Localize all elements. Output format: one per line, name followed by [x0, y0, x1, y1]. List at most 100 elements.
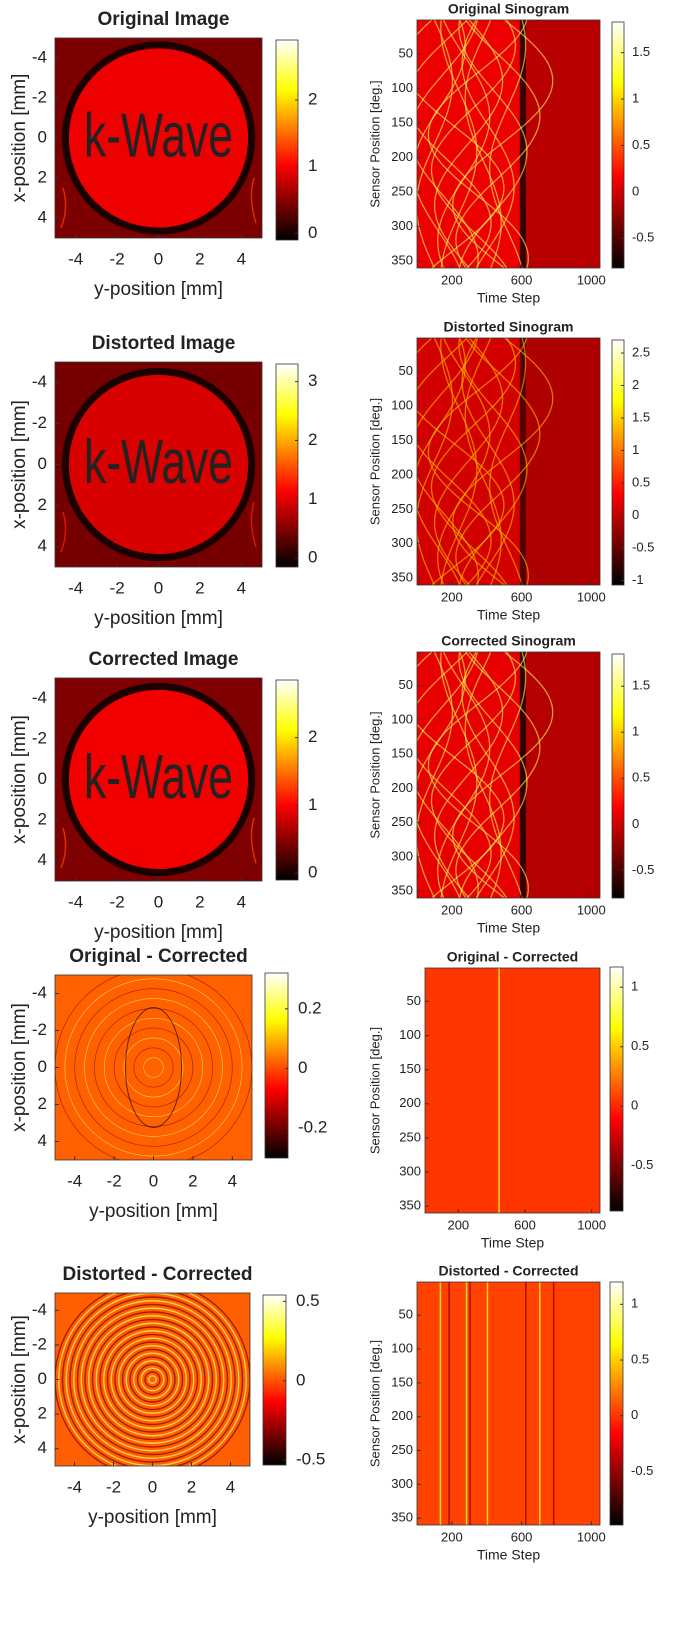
x-tick-label: 1000 — [577, 1217, 606, 1232]
ring-artifact — [80, 1307, 225, 1452]
colorbar-tick-label: 2 — [308, 727, 317, 746]
sinogram-trace — [430, 20, 517, 268]
panel-title: Distorted - Corrected — [438, 1263, 578, 1279]
colorbar — [262, 1294, 287, 1466]
ring-artifact — [140, 1367, 165, 1392]
x-tick-label: -2 — [106, 1477, 121, 1496]
image — [417, 1282, 600, 1525]
x-tick-label: -2 — [107, 1171, 122, 1190]
ring-artifact — [103, 1330, 202, 1429]
image — [417, 20, 600, 268]
object-disc — [61, 367, 256, 562]
sinogram-trace — [488, 652, 527, 898]
x-axis-label: y-position [mm] — [88, 1507, 217, 1528]
y-tick-label: -2 — [32, 728, 47, 747]
x-tick-label: 4 — [226, 1477, 235, 1496]
y-axis-label: x-position [mm] — [9, 715, 30, 844]
y-tick-label: 250 — [391, 814, 413, 829]
ring-artifact — [61, 1293, 244, 1466]
object-disc — [61, 682, 256, 877]
sinogram-trace — [430, 338, 517, 585]
y-tick-label: 250 — [391, 183, 413, 198]
sinogram-trace — [417, 652, 466, 898]
y-tick-label: 200 — [391, 780, 413, 795]
image — [55, 1293, 250, 1466]
panel-title: Original - Corrected — [447, 949, 578, 965]
y-tick-label: 100 — [391, 1340, 413, 1355]
sinogram-trace — [417, 20, 466, 268]
y-axis-label: x-position [mm] — [9, 1003, 30, 1132]
plot-frame — [416, 651, 601, 899]
image-edge — [519, 338, 526, 585]
y-tick-label: 50 — [399, 677, 413, 692]
sinogram-trace — [417, 338, 466, 585]
x-axis-label: Time Step — [481, 1235, 544, 1251]
colorbar-tick-label: 1 — [631, 1296, 638, 1311]
stripe-artifact — [498, 968, 500, 1213]
colorbar-tick-label: -1 — [632, 572, 644, 587]
x-axis-label: y-position [mm] — [89, 1201, 218, 1222]
x-tick-label: 2 — [195, 249, 204, 268]
y-tick-label: 300 — [391, 1476, 413, 1491]
edge-artifact — [60, 501, 257, 553]
y-tick-label: 2 — [38, 495, 47, 514]
ring-artifact — [123, 1037, 184, 1098]
x-tick-label: 600 — [511, 1529, 533, 1544]
ring-artifact — [133, 1360, 172, 1399]
colorbar-tick-label: 0 — [308, 863, 317, 882]
y-tick-label: 2 — [38, 1404, 47, 1423]
image-edge — [519, 652, 526, 898]
ring-artifact — [125, 1007, 182, 1128]
x-tick-label: -2 — [110, 578, 125, 597]
x-axis-label: y-position [mm] — [94, 608, 223, 629]
colorbar-tick-label: 0 — [631, 1407, 638, 1422]
x-tick-label: 600 — [511, 902, 533, 917]
x-tick-label: 600 — [511, 589, 533, 604]
x-tick-label: 2 — [187, 1477, 196, 1496]
x-tick-label: 2 — [195, 892, 204, 911]
y-tick-label: -2 — [32, 413, 47, 432]
y-tick-label: 50 — [399, 1307, 413, 1322]
x-tick-label: 200 — [441, 902, 463, 917]
x-axis-label: y-position [mm] — [94, 922, 223, 943]
colorbar-tick-label: 1 — [632, 90, 639, 105]
sinogram-trace — [427, 20, 529, 268]
ring-artifact — [99, 1326, 206, 1433]
ring-artifact — [84, 998, 223, 1137]
y-tick-label: 300 — [391, 848, 413, 863]
plot-frame — [416, 337, 601, 586]
ring-artifact — [113, 1027, 194, 1108]
x-tick-label: 2 — [195, 578, 204, 597]
panel-title: Original Sinogram — [448, 1, 569, 17]
x-tick-label: 200 — [441, 272, 463, 287]
y-tick-label: 50 — [407, 993, 421, 1008]
x-tick-label: 200 — [441, 589, 463, 604]
y-tick-label: 100 — [391, 711, 413, 726]
colorbar-tick-label: -0.5 — [631, 1463, 653, 1478]
ring-artifact — [125, 1352, 180, 1407]
colorbar — [275, 39, 299, 241]
sinogram-trace — [433, 338, 504, 585]
sinogram-trace — [458, 338, 528, 585]
colorbar-tick-label: -0.5 — [631, 1157, 653, 1172]
colorbar-tick-label: 0.5 — [631, 1038, 649, 1053]
y-tick-label: -2 — [32, 1334, 47, 1353]
image: k-Wave — [55, 362, 262, 567]
panel-title: Original - Corrected — [69, 946, 247, 967]
stripe-artifact — [486, 1282, 489, 1525]
ring-artifact — [143, 1057, 164, 1078]
ring-artifact — [103, 1017, 204, 1118]
y-tick-label: 350 — [391, 570, 413, 585]
sinogram-trace — [488, 338, 527, 585]
colorbar-tick-label: 0 — [298, 1058, 307, 1077]
y-axis-label: x-position [mm] — [9, 400, 30, 529]
colorbar-tick-label: 0 — [308, 548, 317, 567]
y-tick-label: 0 — [38, 454, 47, 473]
x-tick-label: 600 — [511, 272, 533, 287]
image-background — [417, 1282, 600, 1525]
x-tick-label: -4 — [68, 892, 83, 911]
colorbar-tick-label: 1 — [308, 795, 317, 814]
ring-artifact — [114, 1341, 191, 1418]
y-tick-label: 100 — [399, 1027, 421, 1042]
sinogram-trace — [417, 338, 492, 585]
